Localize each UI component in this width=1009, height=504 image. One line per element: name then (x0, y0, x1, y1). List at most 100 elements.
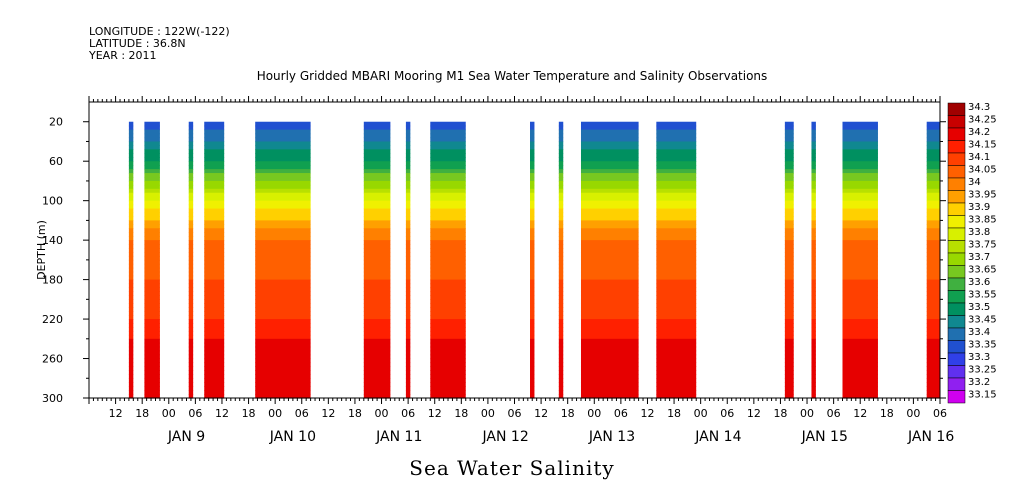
salinity-cell (784, 176, 794, 182)
salinity-cell (656, 180, 697, 186)
salinity-cell (842, 212, 878, 218)
salinity-cell (363, 330, 391, 336)
salinity-cell (405, 303, 411, 308)
year-label: YEAR : 2011 (88, 49, 157, 62)
salinity-cell (842, 161, 878, 166)
salinity-cell (811, 311, 816, 316)
salinity-cell (363, 153, 391, 158)
salinity-cell (144, 366, 160, 371)
salinity-cell (926, 192, 940, 198)
salinity-cell (530, 232, 535, 237)
salinity-cell (656, 161, 697, 166)
salinity-cell (811, 319, 816, 324)
salinity-cell (656, 240, 697, 245)
salinity-cell (363, 196, 391, 202)
salinity-cell (842, 295, 878, 300)
salinity-cell (204, 370, 225, 375)
salinity-cell (811, 176, 816, 182)
salinity-cell (255, 263, 311, 269)
salinity-cell (926, 153, 940, 158)
salinity-cell (842, 173, 878, 178)
salinity-cell (784, 224, 794, 229)
salinity-cell (926, 275, 940, 281)
salinity-cell (430, 259, 466, 265)
salinity-cell (128, 228, 134, 233)
salinity-cell (128, 244, 134, 249)
salinity-cell (430, 295, 466, 300)
colorbar-swatch (947, 315, 966, 329)
salinity-cell (128, 271, 134, 277)
salinity-cell (842, 362, 878, 368)
salinity-cell (656, 192, 697, 198)
salinity-cell (430, 378, 466, 383)
salinity-cell (255, 346, 311, 352)
salinity-cell (363, 149, 391, 154)
salinity-cell (255, 216, 311, 221)
salinity-cell (811, 307, 816, 312)
salinity-cell (656, 275, 697, 281)
salinity-cell (558, 295, 564, 300)
salinity-cell (255, 224, 311, 229)
salinity-cell (255, 173, 311, 178)
salinity-cell (842, 378, 878, 383)
salinity-cell (128, 378, 134, 383)
data-segment (430, 121, 466, 399)
salinity-cell (430, 323, 466, 328)
salinity-cell (580, 390, 639, 395)
salinity-cell (188, 374, 194, 379)
salinity-cell (580, 287, 639, 293)
salinity-cell (530, 251, 535, 257)
salinity-cell (784, 121, 794, 127)
salinity-cell (144, 299, 160, 304)
salinity-cell (811, 295, 816, 300)
salinity-cell (188, 386, 194, 391)
salinity-cell (128, 299, 134, 304)
salinity-cell (204, 240, 225, 245)
salinity-cell (255, 220, 311, 225)
salinity-cell (811, 188, 816, 194)
salinity-cell (530, 240, 535, 245)
salinity-cell (144, 149, 160, 154)
salinity-cell (811, 208, 816, 214)
salinity-cell (842, 220, 878, 225)
salinity-cell (363, 303, 391, 308)
salinity-cell (842, 184, 878, 190)
colorbar-swatch (947, 202, 966, 216)
colorbar-label: 33.55 (968, 290, 997, 301)
salinity-cell (405, 192, 411, 198)
salinity-cell (842, 129, 878, 135)
salinity-cell (926, 149, 940, 154)
salinity-cell (784, 307, 794, 312)
salinity-cell (580, 275, 639, 281)
salinity-cell (558, 354, 564, 360)
salinity-cell (188, 145, 194, 150)
salinity-cell (530, 248, 535, 253)
salinity-cell (558, 338, 564, 344)
day-label: JAN 10 (269, 429, 316, 445)
salinity-cell (811, 236, 816, 241)
salinity-cell (580, 251, 639, 257)
salinity-cell (430, 307, 466, 312)
salinity-cell (811, 354, 816, 360)
salinity-cell (530, 228, 535, 233)
salinity-cell (530, 303, 535, 308)
salinity-cell (656, 390, 697, 395)
salinity-cell (188, 354, 194, 360)
salinity-cell (558, 141, 564, 147)
salinity-cell (811, 326, 816, 332)
colorbar-label: 34.05 (968, 165, 997, 176)
salinity-cell (784, 299, 794, 304)
salinity-cell (363, 370, 391, 375)
salinity-cell (811, 157, 816, 162)
x-tick-label: 06 (827, 407, 841, 420)
salinity-cell (255, 275, 311, 281)
salinity-cell (656, 283, 697, 289)
salinity-cell (842, 370, 878, 375)
salinity-cell (363, 346, 391, 352)
salinity-cell (530, 267, 535, 273)
salinity-cell (926, 125, 940, 131)
salinity-cell (558, 303, 564, 308)
x-tick-label: 00 (162, 407, 176, 420)
colorbar-label: 33.85 (968, 215, 997, 226)
salinity-cell (204, 232, 225, 237)
